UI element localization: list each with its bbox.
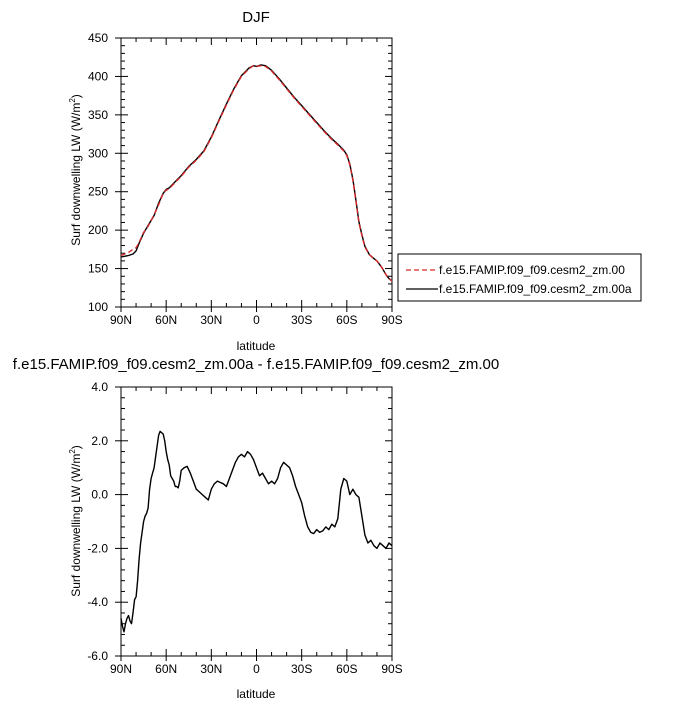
legend-label-series-00a: f.e15.FAMIP.f09_f09.cesm2_zm.00a bbox=[439, 282, 632, 296]
top-y-axis-label-end: ) bbox=[69, 94, 83, 98]
bottom-y-axis-label-main: Surf downwelling LW (W/m bbox=[69, 454, 83, 597]
bottom-y-tick-label: 4.0 bbox=[91, 380, 108, 394]
top-y-tick-label: 450 bbox=[88, 31, 108, 45]
bottom-x-tick-label: 30N bbox=[200, 662, 222, 676]
bottom-x-tick-label: 0 bbox=[253, 662, 260, 676]
bottom-y-axis-label-end: ) bbox=[69, 445, 83, 449]
top-y-tick-label: 400 bbox=[88, 69, 108, 83]
legend-label-series-00: f.e15.FAMIP.f09_f09.cesm2_zm.00 bbox=[439, 263, 625, 277]
top-y-axis-label-main: Surf downwelling LW (W/m bbox=[69, 103, 83, 246]
bottom-x-tick-label: 60S bbox=[336, 662, 357, 676]
top-x-tick-label: 90S bbox=[381, 313, 402, 327]
top-chart-title: DJF bbox=[242, 9, 270, 26]
bottom-plot-area: 90N 60N 30N 0 30S 60S 90S -6.0 -4.0 -2.0 0.0 2.0 4.0 bbox=[87, 380, 402, 676]
top-x-tick-label: 0 bbox=[253, 313, 260, 327]
top-y-tick-label: 100 bbox=[88, 300, 108, 314]
top-y-axis-label: Surf downwelling LW (W/m2) bbox=[68, 94, 83, 246]
bottom-chart-title: f.e15.FAMIP.f09_f09.cesm2_zm.00a - f.e15… bbox=[13, 356, 499, 373]
top-y-axis-label-sup: 2 bbox=[68, 98, 77, 103]
legend-box bbox=[397, 253, 642, 302]
bottom-plot-frame bbox=[120, 386, 393, 657]
top-x-tick-label: 30S bbox=[291, 313, 312, 327]
top-x-tick-label: 30N bbox=[200, 313, 222, 327]
bottom-y-axis-label: Surf downwelling LW (W/m2) bbox=[68, 445, 83, 597]
bottom-x-tick-label: 90S bbox=[381, 662, 402, 676]
top-x-tick-label: 60S bbox=[336, 313, 357, 327]
top-x-axis-label: latitude bbox=[237, 339, 276, 353]
bottom-x-tick-label: 60N bbox=[155, 662, 177, 676]
bottom-y-tick-label: 0.0 bbox=[91, 488, 108, 502]
top-plot-area: 90N 60N 30N 0 30S 60S 90S 100 150 200 250 300 350 400… bbox=[88, 31, 403, 327]
bottom-y-tick-label: -6.0 bbox=[87, 649, 108, 663]
bottom-y-tick-label: -4.0 bbox=[87, 595, 108, 609]
top-y-tick-label: 250 bbox=[88, 185, 108, 199]
bottom-x-axis-label: latitude bbox=[237, 687, 276, 701]
top-legend: f.e15.FAMIP.f09_f09.cesm2_zm.00 f.e15.FA… bbox=[397, 253, 642, 302]
bottom-x-tick-label: 30S bbox=[291, 662, 312, 676]
bottom-panel: f.e15.FAMIP.f09_f09.cesm2_zm.00a - f.e15… bbox=[13, 356, 499, 701]
top-x-tick-label: 90N bbox=[110, 313, 132, 327]
top-panel: DJF 90N 60N 30N 0 30S 60S 90S 100 150 200 250 300 35… bbox=[68, 9, 642, 353]
top-series-line-1 bbox=[120, 64, 393, 282]
bottom-y-axis-label-sup: 2 bbox=[68, 449, 77, 454]
top-y-tick-label: 350 bbox=[88, 108, 108, 122]
top-y-tick-label: 200 bbox=[88, 223, 108, 237]
bottom-y-tick-label: -2.0 bbox=[87, 541, 108, 555]
bottom-y-tick-label: 2.0 bbox=[91, 434, 108, 448]
top-y-tick-label: 300 bbox=[88, 146, 108, 160]
bottom-series-line-1 bbox=[120, 430, 393, 633]
top-x-tick-label: 60N bbox=[155, 313, 177, 327]
bottom-x-tick-label: 90N bbox=[110, 662, 132, 676]
top-y-tick-label: 150 bbox=[88, 262, 108, 276]
